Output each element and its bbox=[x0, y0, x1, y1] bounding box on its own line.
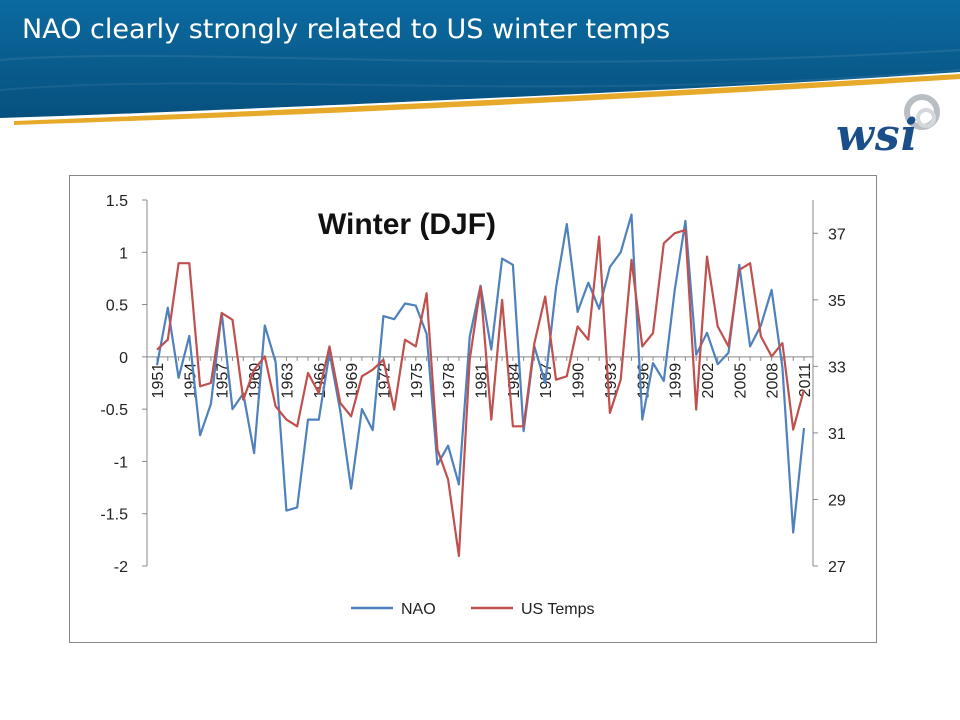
x-tick-label: 1969 bbox=[344, 363, 361, 399]
left-tick-label: 1.5 bbox=[106, 193, 128, 210]
right-tick-label: 35 bbox=[828, 293, 846, 310]
x-tick-label: 1990 bbox=[571, 363, 588, 399]
x-tick-label: 1978 bbox=[441, 363, 458, 399]
left-tick-label: 0.5 bbox=[106, 298, 128, 315]
right-tick-label: 31 bbox=[828, 426, 846, 443]
header-banner bbox=[0, 0, 960, 125]
x-tick-label: 2005 bbox=[732, 363, 749, 399]
x-tick-label: 1963 bbox=[279, 363, 296, 399]
left-tick-label: -0.5 bbox=[100, 402, 128, 419]
right-tick-label: 33 bbox=[828, 359, 846, 376]
right-tick-label: 37 bbox=[828, 226, 846, 243]
left-tick-label: -1 bbox=[114, 454, 128, 471]
chart-legend: NAO US Temps bbox=[351, 601, 595, 618]
x-tick-label: 1951 bbox=[150, 363, 167, 399]
line-chart: Winter (DJF) 1.5 1 0.5 0 -0.5 -1 -1.5 -2 37 35 33… bbox=[100, 193, 846, 618]
right-tick-label: 27 bbox=[828, 559, 846, 576]
chart-title: Winter (DJF) bbox=[318, 208, 496, 241]
x-tick-label: 2008 bbox=[765, 363, 782, 399]
logo-text: wsi bbox=[836, 110, 919, 161]
x-tick-label: 2011 bbox=[797, 363, 814, 398]
legend-label: NAO bbox=[401, 601, 436, 618]
left-tick-label: 0 bbox=[119, 350, 128, 367]
x-tick-label: 1954 bbox=[182, 363, 199, 399]
left-tick-label: -1.5 bbox=[100, 507, 128, 524]
chart-container: Winter (DJF) 1.5 1 0.5 0 -0.5 -1 -1.5 -2 37 35 33… bbox=[69, 175, 877, 643]
right-tick-label: 29 bbox=[828, 492, 846, 509]
slide-header: NAO clearly strongly related to US winte… bbox=[0, 0, 960, 130]
slide-title: NAO clearly strongly related to US winte… bbox=[22, 14, 671, 45]
series-line-us-temps bbox=[156, 228, 806, 558]
legend-label: US Temps bbox=[521, 601, 595, 618]
left-tick-label: -2 bbox=[114, 559, 128, 576]
x-tick-label: 2002 bbox=[700, 363, 717, 399]
x-tick-label: 1975 bbox=[409, 363, 426, 399]
x-tick-label: 1981 bbox=[474, 363, 491, 399]
logo-swirl-icon bbox=[904, 94, 940, 130]
wsi-logo: wsi bbox=[836, 92, 946, 162]
left-tick-label: 1 bbox=[119, 245, 128, 262]
x-tick-label: 1999 bbox=[668, 363, 685, 399]
